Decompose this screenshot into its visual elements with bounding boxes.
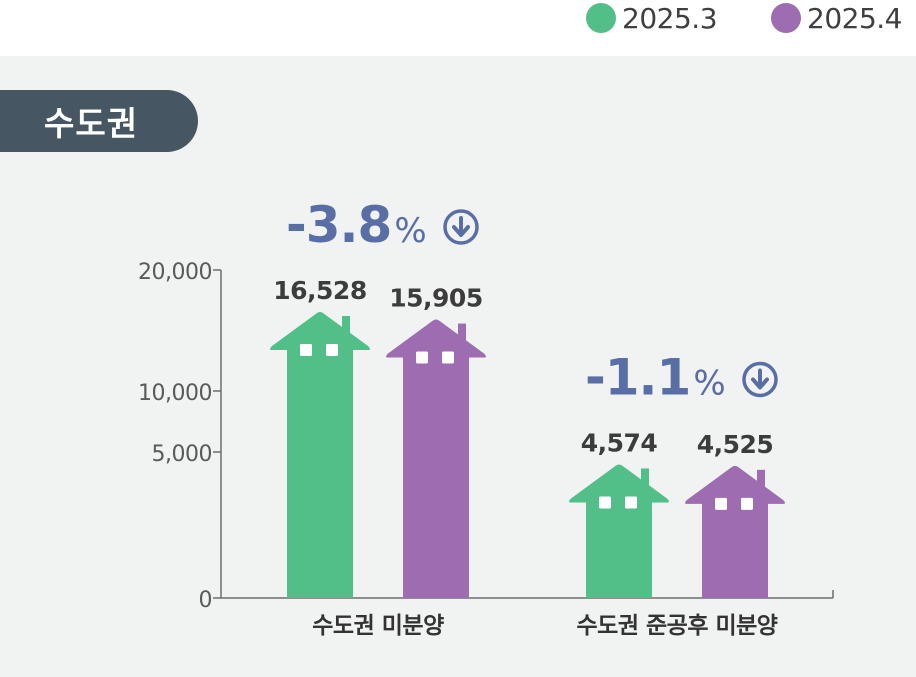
change-unit: % — [394, 211, 426, 251]
bar-april — [386, 319, 486, 598]
bar-chimney — [342, 316, 350, 343]
change-indicator: -3.8% — [286, 196, 427, 254]
bar-window — [715, 497, 727, 510]
change-indicator: -1.1% — [585, 348, 726, 406]
bar-value-label: 4,574 — [581, 428, 658, 457]
bar-chimney — [757, 469, 765, 496]
bar-value-label: 4,525 — [697, 430, 774, 459]
bar-window — [416, 351, 428, 364]
region-tab: 수도권 — [0, 90, 198, 152]
bar-chimney — [641, 468, 649, 495]
bar-april — [685, 465, 785, 598]
legend-item-march: 2025.3 — [586, 1, 718, 35]
legend-label: 2025.4 — [807, 1, 902, 35]
bar-window — [442, 351, 454, 364]
y-tick-label: 10,000 — [138, 381, 212, 406]
x-category-label: 수도권 미분양 — [312, 613, 444, 639]
change-value: -3.8 — [286, 196, 391, 254]
change-value: -1.1 — [585, 348, 690, 406]
y-tick-label: 5,000 — [152, 442, 212, 467]
region-label: 수도권 — [44, 104, 139, 143]
bar-window — [326, 344, 338, 357]
down-arrow-glyph — [452, 216, 470, 238]
bar-chimney — [458, 323, 466, 350]
down-arrow-icon — [742, 361, 778, 398]
bar-march — [569, 464, 669, 598]
change-unit: % — [693, 363, 725, 403]
down-arrow-glyph — [751, 368, 769, 390]
bar-window — [625, 496, 637, 509]
x-category-label: 수도권 준공후 미분양 — [577, 613, 778, 639]
y-tick-label: 20,000 — [138, 260, 212, 285]
bar-window — [741, 497, 753, 510]
bar-value-label: 15,905 — [389, 284, 482, 313]
legend-swatch — [771, 3, 802, 33]
down-arrow-icon — [443, 209, 479, 245]
legend-item-april: 2025.4 — [771, 2, 902, 35]
y-tick-label: 0 — [199, 588, 213, 613]
legend: 2025.3 2025.4 — [586, 1, 902, 35]
bar-march — [270, 312, 370, 598]
bar-value-label: 16,528 — [273, 276, 366, 305]
bar-window — [300, 344, 312, 357]
legend-swatch — [586, 3, 617, 33]
bar-window — [599, 496, 611, 509]
legend-label: 2025.3 — [622, 1, 718, 35]
